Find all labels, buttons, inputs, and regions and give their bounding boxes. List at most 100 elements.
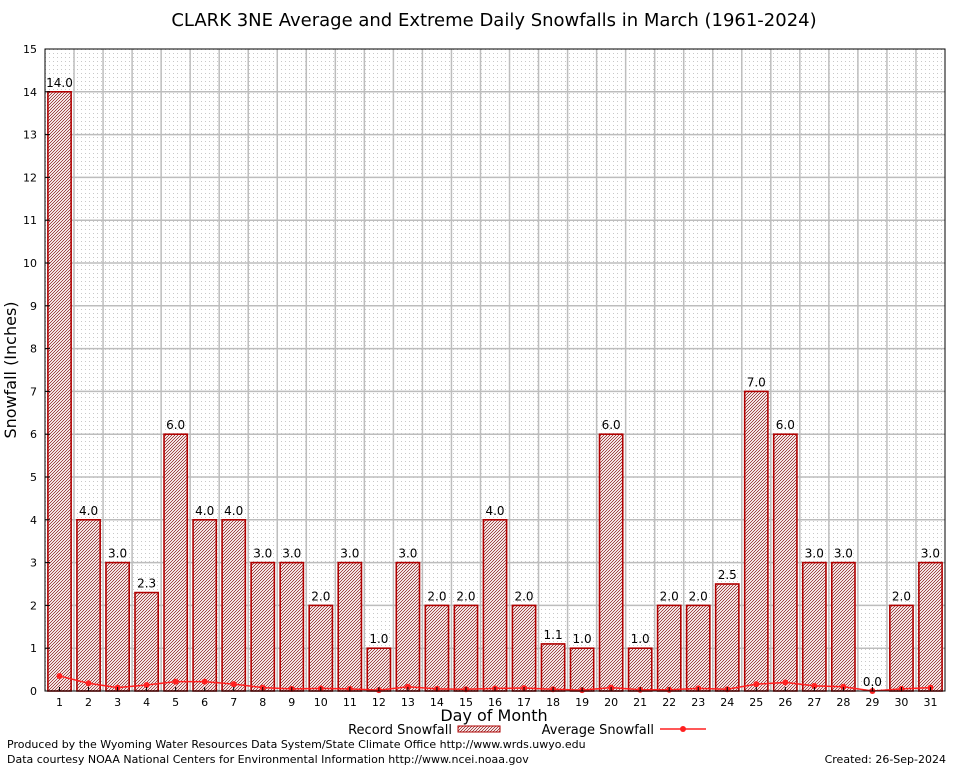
x-tick-label: 28 bbox=[836, 696, 850, 709]
bar-value-label: 1.0 bbox=[573, 632, 592, 646]
x-tick-label: 30 bbox=[894, 696, 908, 709]
bar-value-label: 4.0 bbox=[195, 504, 214, 518]
bar-value-label: 4.0 bbox=[485, 504, 504, 518]
record-bar bbox=[395, 561, 421, 692]
x-tick-label: 13 bbox=[401, 696, 415, 709]
x-tick-label: 3 bbox=[114, 696, 121, 709]
y-tick-label: 1 bbox=[30, 642, 37, 655]
record-bar bbox=[221, 518, 247, 692]
bars bbox=[47, 91, 943, 692]
x-tick-label: 11 bbox=[343, 696, 357, 709]
record-bar bbox=[627, 647, 653, 692]
bar-value-label: 6.0 bbox=[776, 418, 795, 432]
record-bar bbox=[772, 433, 798, 692]
bar-value-label: 3.0 bbox=[340, 547, 359, 561]
y-tick-label: 12 bbox=[23, 171, 37, 184]
x-tick-label: 16 bbox=[488, 696, 502, 709]
bar-value-label: 4.0 bbox=[224, 504, 243, 518]
record-bar bbox=[424, 604, 450, 692]
average-point bbox=[172, 678, 179, 685]
x-axis-label: Day of Month bbox=[440, 706, 547, 725]
y-tick-label: 11 bbox=[23, 214, 37, 227]
average-point bbox=[840, 683, 847, 690]
average-point bbox=[753, 681, 760, 688]
average-point bbox=[56, 673, 63, 680]
x-tick-label: 7 bbox=[230, 696, 237, 709]
average-point bbox=[782, 679, 789, 686]
record-bar bbox=[830, 561, 856, 692]
x-tick-label: 22 bbox=[662, 696, 676, 709]
average-point bbox=[811, 682, 818, 689]
x-tick-label: 23 bbox=[691, 696, 705, 709]
bar-value-label: 7.0 bbox=[747, 375, 766, 389]
record-bar bbox=[337, 561, 363, 692]
bar-value-labels: 14.0 4.0 3.0 2.3 6.0 4.0 4.0 3.0 3.0 2.0 3.0 1.0 3.0… bbox=[46, 76, 940, 689]
legend: Record Snowfall Average Snowfall bbox=[348, 723, 706, 738]
x-tick-label: 21 bbox=[633, 696, 647, 709]
bar-value-label: 2.0 bbox=[456, 589, 475, 603]
y-tick-label: 7 bbox=[30, 385, 37, 398]
x-tick-label: 1 bbox=[56, 696, 63, 709]
legend-record-swatch bbox=[457, 725, 501, 733]
x-tick-label: 15 bbox=[459, 696, 473, 709]
bar-value-label: 6.0 bbox=[602, 418, 621, 432]
y-axis-label: Snowfall (Inches) bbox=[1, 301, 20, 438]
record-bar bbox=[801, 561, 827, 692]
x-tick-label: 10 bbox=[314, 696, 328, 709]
y-tick-label: 9 bbox=[30, 300, 37, 313]
bar-value-label: 6.0 bbox=[166, 418, 185, 432]
record-bar bbox=[511, 604, 537, 692]
record-bar bbox=[134, 591, 160, 692]
average-point bbox=[230, 681, 237, 688]
y-tick-label: 6 bbox=[30, 428, 37, 441]
bar-value-label: 2.0 bbox=[689, 589, 708, 603]
x-tick-label: 9 bbox=[288, 696, 295, 709]
bar-value-label: 3.0 bbox=[834, 547, 853, 561]
record-bar bbox=[743, 390, 769, 692]
record-bar bbox=[598, 433, 624, 692]
x-tick-label: 31 bbox=[923, 696, 937, 709]
bar-value-label: 4.0 bbox=[79, 504, 98, 518]
bar-value-label: 3.0 bbox=[253, 547, 272, 561]
bar-value-label: 3.0 bbox=[282, 547, 301, 561]
bar-value-label: 2.5 bbox=[718, 568, 737, 582]
record-bar bbox=[250, 561, 276, 692]
average-point bbox=[143, 682, 150, 689]
bar-value-label: 3.0 bbox=[398, 547, 417, 561]
x-tick-label: 14 bbox=[430, 696, 444, 709]
y-tick-label: 0 bbox=[30, 685, 37, 698]
x-tick-label: 5 bbox=[172, 696, 179, 709]
record-bar bbox=[540, 643, 566, 692]
record-bar bbox=[163, 433, 189, 692]
x-tick-label: 2 bbox=[85, 696, 92, 709]
y-tick-label: 14 bbox=[23, 86, 37, 99]
x-tick-label: 12 bbox=[372, 696, 386, 709]
record-bar bbox=[482, 518, 508, 692]
bar-value-label: 1.0 bbox=[631, 632, 650, 646]
y-tick-label: 5 bbox=[30, 471, 37, 484]
footer-credit-1: Produced by the Wyoming Water Resources … bbox=[7, 738, 586, 751]
x-tick-label: 8 bbox=[259, 696, 266, 709]
y-tick-label: 4 bbox=[30, 514, 37, 527]
x-tick-label: 4 bbox=[143, 696, 150, 709]
footer-credit-2: Data courtesy NOAA National Centers for … bbox=[7, 753, 529, 766]
bar-value-label: 2.0 bbox=[427, 589, 446, 603]
bar-value-label: 2.0 bbox=[514, 589, 533, 603]
footer-created: Created: 26-Sep-2024 bbox=[825, 753, 946, 766]
chart-title: CLARK 3NE Average and Extreme Daily Snow… bbox=[171, 10, 816, 31]
bar-value-label: 1.0 bbox=[369, 632, 388, 646]
record-bar bbox=[192, 518, 218, 692]
x-tick-label: 24 bbox=[720, 696, 734, 709]
x-tick-label: 17 bbox=[517, 696, 531, 709]
record-bar bbox=[105, 561, 130, 692]
bar-value-label: 0.0 bbox=[863, 675, 882, 689]
record-bar bbox=[569, 647, 595, 692]
y-tick-label: 8 bbox=[30, 343, 37, 356]
x-tick-label: 20 bbox=[604, 696, 618, 709]
bar-value-label: 2.3 bbox=[137, 577, 156, 591]
x-tick-label: 19 bbox=[575, 696, 589, 709]
bar-value-label: 2.0 bbox=[660, 589, 679, 603]
average-point bbox=[201, 678, 208, 685]
